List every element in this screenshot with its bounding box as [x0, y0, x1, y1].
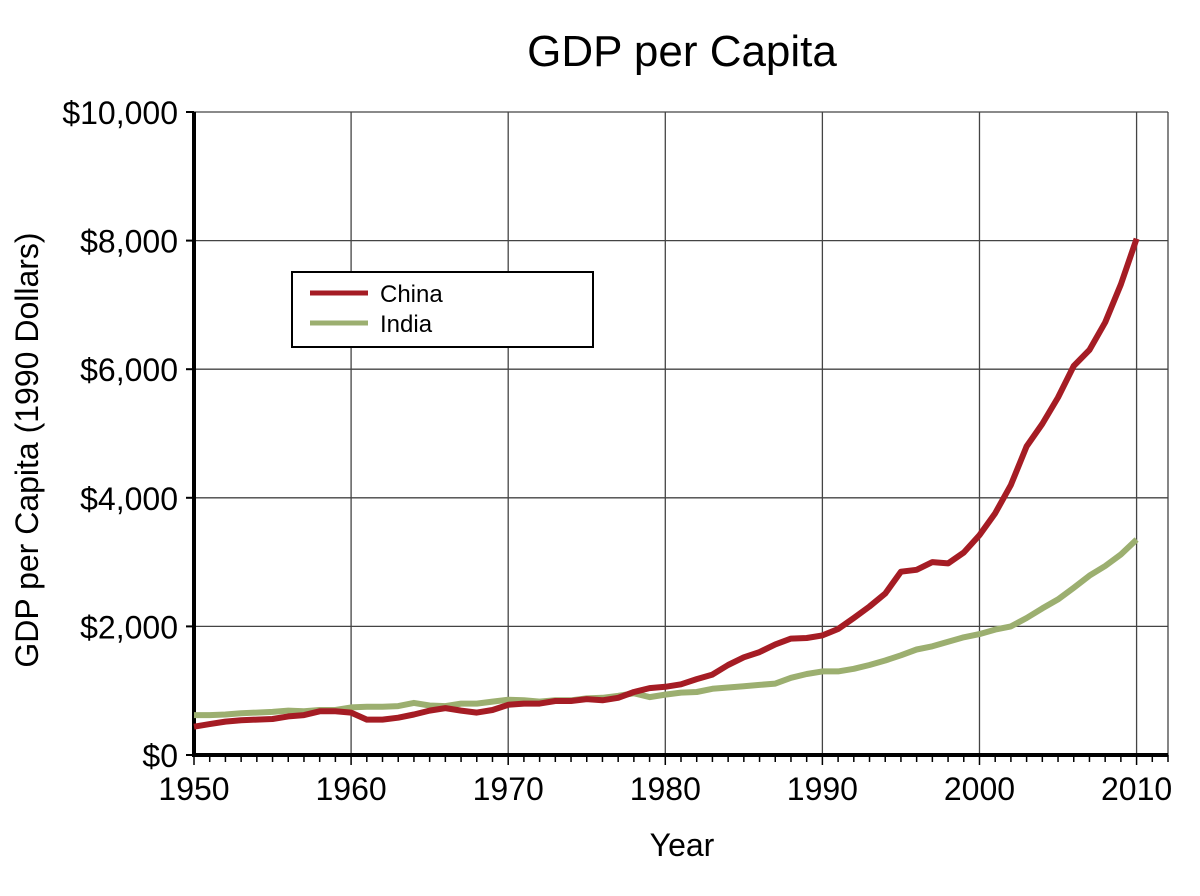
legend-label-china: China	[380, 281, 443, 308]
x-tick-label: 1980	[630, 771, 701, 807]
x-tick-label: 1950	[158, 771, 229, 807]
y-tick-label: $4,000	[80, 481, 178, 517]
y-tick-labels: $0 $2,000 $4,000 $6,000 $8,000 $10,000	[62, 95, 178, 774]
series-lines	[193, 237, 1140, 730]
series-line-china	[193, 237, 1140, 730]
y-tick-label: $6,000	[80, 352, 178, 388]
x-tick-labels: 1950 1960 1970 1980 1990 2000 2010	[158, 771, 1172, 807]
x-axis-label: Year	[650, 827, 715, 863]
legend-box	[291, 271, 594, 348]
x-tick-label: 1970	[473, 771, 544, 807]
y-tick-label: $8,000	[80, 224, 178, 260]
axes	[186, 111, 1169, 765]
grid	[194, 111, 1169, 755]
y-tick-label: $0	[142, 738, 178, 774]
x-tick-label: 1990	[787, 771, 858, 807]
x-tick-label: 1960	[316, 771, 387, 807]
y-tick-label: $10,000	[62, 95, 178, 131]
chart-title: GDP per Capita	[527, 27, 837, 76]
legend-label-india: India	[380, 311, 433, 338]
series-line-india	[194, 537, 1139, 719]
y-axis-label: GDP per Capita (1990 Dollars)	[9, 232, 45, 667]
x-tick-label: 2000	[944, 771, 1015, 807]
legend: China India	[291, 271, 594, 348]
x-tick-label: 2010	[1101, 771, 1172, 807]
y-tick-label: $2,000	[80, 609, 178, 645]
